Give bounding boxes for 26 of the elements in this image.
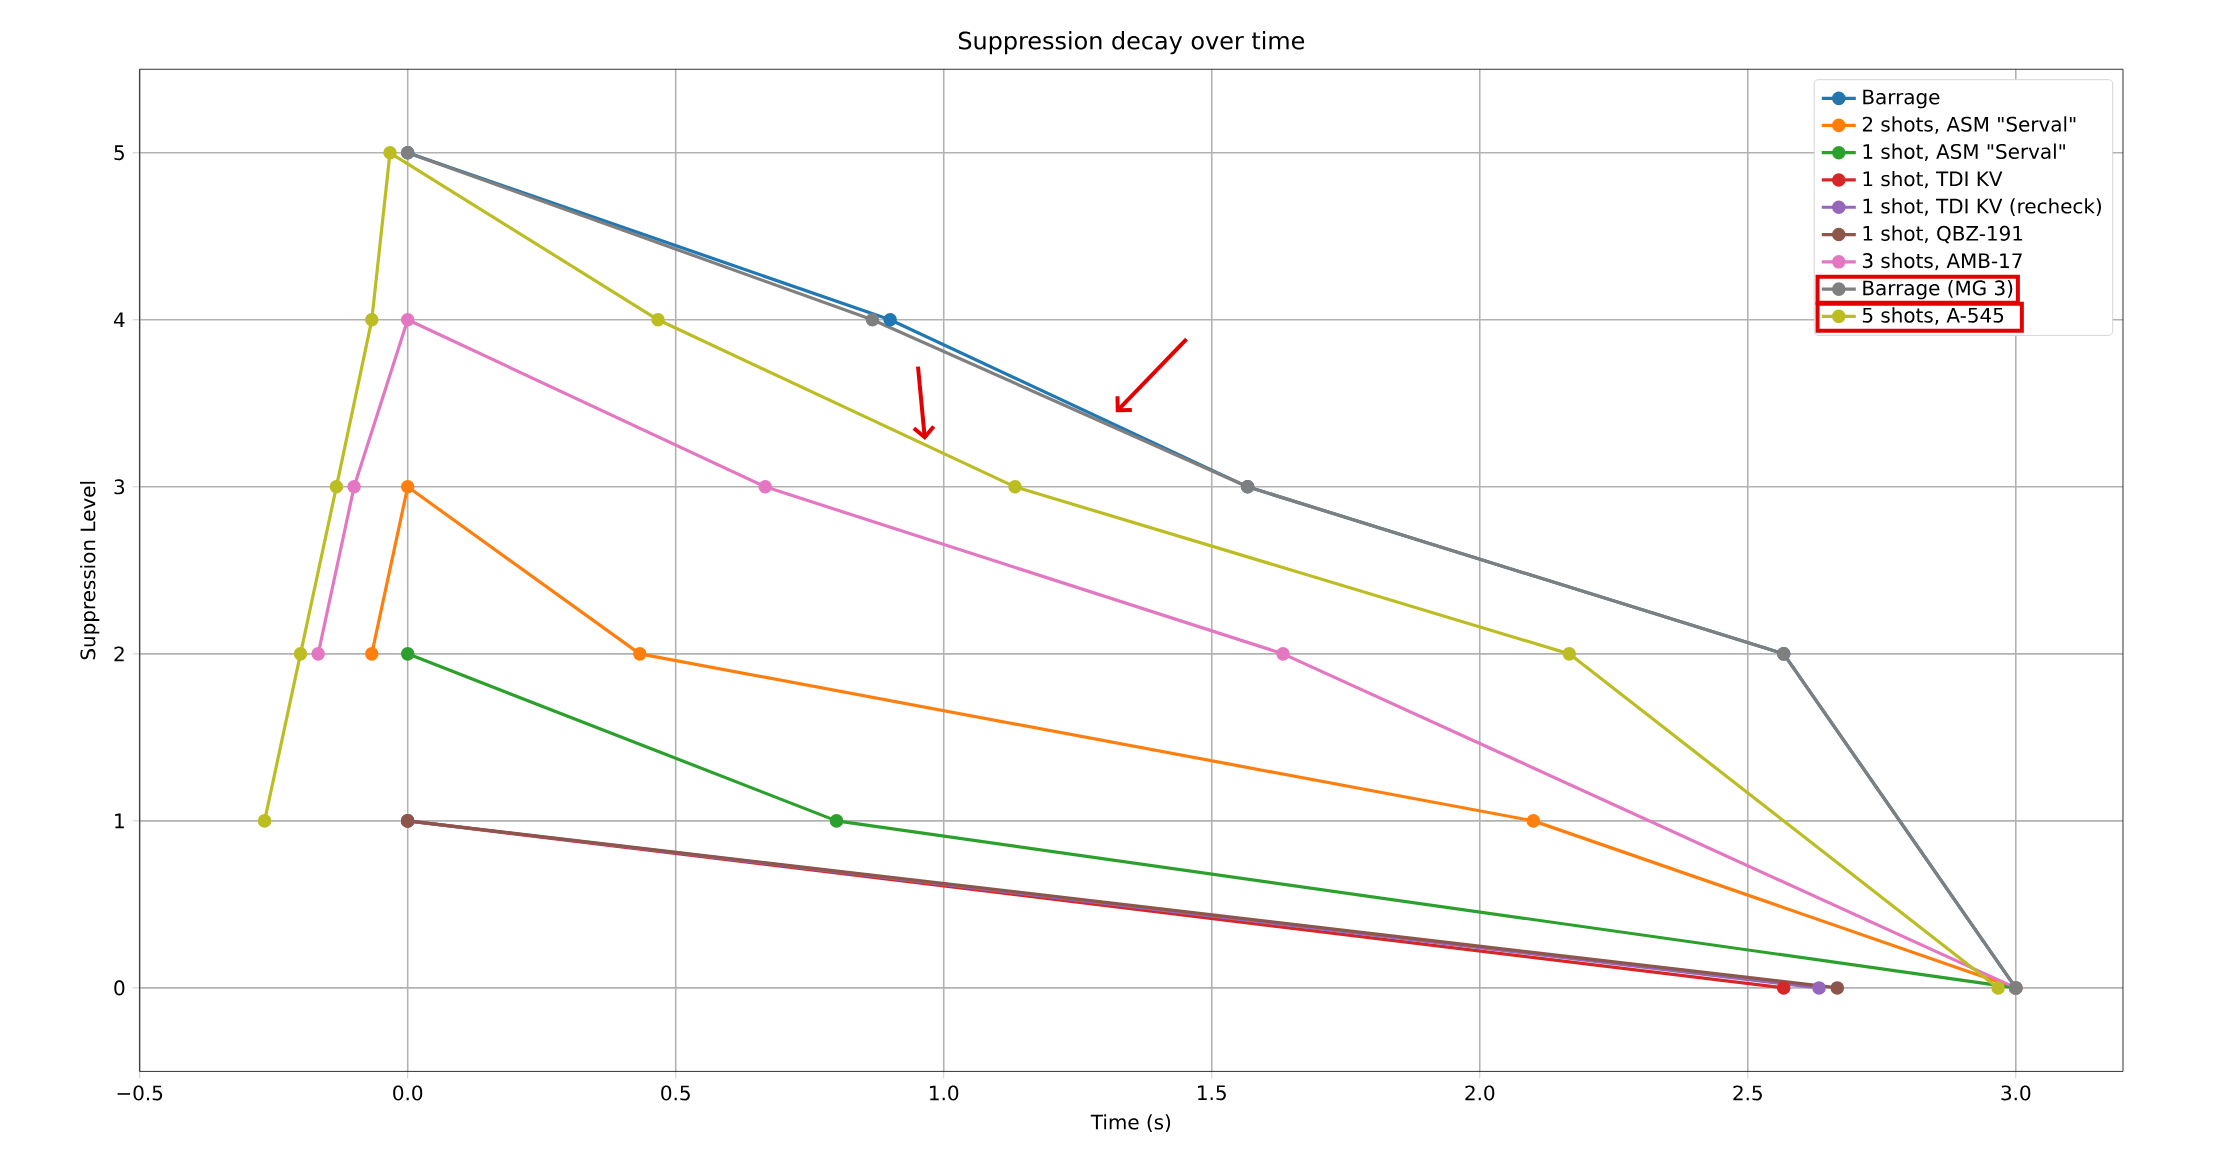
legend-label: 1 shot, QBZ-191 [1863,225,2023,244]
y-axis-title: Suppression Level [80,481,100,660]
x-tick-label: −0.5 [117,1085,163,1101]
legend-label: Barrage (MG 3) [1863,280,2013,300]
x-tick-label: 2.5 [1733,1085,1762,1101]
y-tick-label: 1 [115,813,124,829]
x-tick-label: 2.0 [1465,1085,1495,1101]
x-tick-label: 0.0 [393,1085,423,1101]
legend-label: 1 shot, TDI KV (recheck) [1863,198,2101,216]
x-tick-label: 1.5 [1198,1085,1226,1101]
legend-label: 5 shots, A-545 [1862,307,2004,325]
legend-label: Barrage [1863,89,1940,109]
x-tick-label: 3.0 [2001,1085,2031,1101]
x-tick-label: 1.0 [930,1085,959,1101]
y-tick-label: 4 [113,312,125,328]
legend-label: 1 shot, ASM "Serval" [1863,143,2065,162]
legend-label: 1 shot, TDI KV [1863,170,2003,189]
chart-title: Suppression decay over time [958,31,1305,55]
y-tick-label: 2 [114,646,124,662]
y-tick-label: 3 [114,479,125,495]
x-tick-label: 0.5 [661,1085,690,1101]
y-tick-label: 0 [114,980,125,996]
x-axis-title: Time (s) [1090,1114,1171,1132]
legend-label: 2 shots, ASM "Serval" [1862,116,2076,134]
y-tick-label: 5 [114,145,124,161]
legend-label: 3 shots, AMB-17 [1862,252,2022,271]
